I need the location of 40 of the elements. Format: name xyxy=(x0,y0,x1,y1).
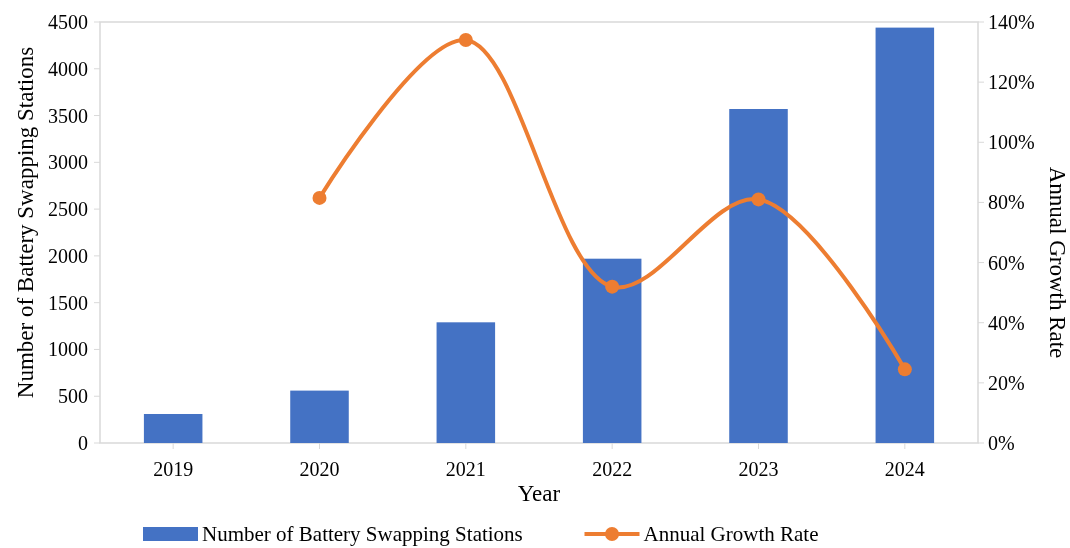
y-axis-title: Number of Battery Swapping Stations xyxy=(13,46,38,399)
x-tick-label: 2021 xyxy=(445,458,486,480)
y-tick-label: 4000 xyxy=(48,57,88,80)
bar xyxy=(582,258,642,443)
x-tick-label: 2024 xyxy=(884,458,925,480)
x-tick-label: 2023 xyxy=(738,458,779,480)
bar xyxy=(875,27,935,443)
y2-tick-label: 140% xyxy=(988,11,1035,33)
y2-tick-label: 120% xyxy=(988,71,1035,94)
x-axis-title: Year xyxy=(517,481,561,506)
bar xyxy=(290,390,349,443)
x-tick-label: 2022 xyxy=(592,458,633,480)
bar xyxy=(436,322,496,443)
x-tick-label: 2019 xyxy=(153,458,194,480)
y-tick-label: 0 xyxy=(78,432,88,454)
point xyxy=(605,279,620,294)
y-tick-label: 1500 xyxy=(48,291,88,314)
y2-tick-label: 20% xyxy=(988,371,1025,394)
y2-tick-label: 0% xyxy=(988,432,1015,454)
y-tick-label: 2000 xyxy=(48,244,88,267)
y2-tick-label: 80% xyxy=(988,191,1025,214)
legend-label: Number of Battery Swapping Stations xyxy=(202,522,523,547)
y-tick-label: 4500 xyxy=(48,11,88,33)
y2-tick-label: 40% xyxy=(988,311,1025,334)
bar xyxy=(143,414,203,443)
y-tick-label: 500 xyxy=(58,385,88,408)
point xyxy=(897,362,912,377)
y2-axis-title: Annual Growth Rate xyxy=(1045,166,1070,359)
point xyxy=(458,33,473,48)
y-tick-label: 3500 xyxy=(48,104,88,127)
point xyxy=(751,192,766,207)
y-tick-label: 1000 xyxy=(48,338,88,361)
y-tick-label: 2500 xyxy=(48,198,88,221)
bar xyxy=(729,109,788,443)
y-tick-label: 3000 xyxy=(48,151,88,174)
y2-tick-label: 60% xyxy=(988,251,1025,274)
y2-tick-label: 100% xyxy=(988,131,1035,154)
point xyxy=(312,190,327,205)
legend-label: Annual Growth Rate xyxy=(643,522,819,547)
x-tick-label: 2020 xyxy=(299,458,340,480)
